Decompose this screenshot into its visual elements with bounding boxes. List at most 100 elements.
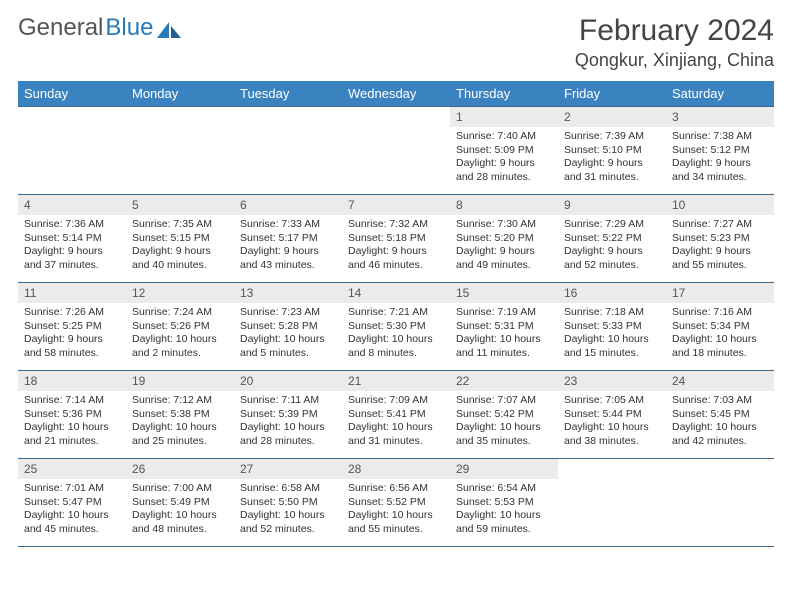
calendar-cell: 15Sunrise: 7:19 AMSunset: 5:31 PMDayligh… (450, 283, 558, 371)
sunset-text: Sunset: 5:34 PM (672, 320, 768, 334)
day-body: Sunrise: 7:38 AMSunset: 5:12 PMDaylight:… (666, 127, 774, 190)
calendar-cell: 26Sunrise: 7:00 AMSunset: 5:49 PMDayligh… (126, 459, 234, 547)
sunset-text: Sunset: 5:53 PM (456, 496, 552, 510)
calendar-cell: 5Sunrise: 7:35 AMSunset: 5:15 PMDaylight… (126, 195, 234, 283)
day-body: Sunrise: 7:18 AMSunset: 5:33 PMDaylight:… (558, 303, 666, 366)
calendar-cell (342, 107, 450, 195)
day-body: Sunrise: 6:58 AMSunset: 5:50 PMDaylight:… (234, 479, 342, 542)
sunset-text: Sunset: 5:14 PM (24, 232, 120, 246)
daylight-text: Daylight: 10 hours and 59 minutes. (456, 509, 552, 536)
sunset-text: Sunset: 5:33 PM (564, 320, 660, 334)
sunset-text: Sunset: 5:49 PM (132, 496, 228, 510)
calendar-table: Sunday Monday Tuesday Wednesday Thursday… (18, 81, 774, 547)
calendar-cell (234, 107, 342, 195)
day-body: Sunrise: 7:07 AMSunset: 5:42 PMDaylight:… (450, 391, 558, 454)
day-body: Sunrise: 7:30 AMSunset: 5:20 PMDaylight:… (450, 215, 558, 278)
calendar-cell: 23Sunrise: 7:05 AMSunset: 5:44 PMDayligh… (558, 371, 666, 459)
day-number: 26 (126, 459, 234, 479)
sunset-text: Sunset: 5:15 PM (132, 232, 228, 246)
calendar-cell: 22Sunrise: 7:07 AMSunset: 5:42 PMDayligh… (450, 371, 558, 459)
day-number: 19 (126, 371, 234, 391)
sunrise-text: Sunrise: 7:00 AM (132, 482, 228, 496)
calendar-cell: 6Sunrise: 7:33 AMSunset: 5:17 PMDaylight… (234, 195, 342, 283)
daylight-text: Daylight: 10 hours and 38 minutes. (564, 421, 660, 448)
sunset-text: Sunset: 5:18 PM (348, 232, 444, 246)
day-body: Sunrise: 7:32 AMSunset: 5:18 PMDaylight:… (342, 215, 450, 278)
calendar-cell: 27Sunrise: 6:58 AMSunset: 5:50 PMDayligh… (234, 459, 342, 547)
sunrise-text: Sunrise: 7:24 AM (132, 306, 228, 320)
calendar-cell: 14Sunrise: 7:21 AMSunset: 5:30 PMDayligh… (342, 283, 450, 371)
day-body: Sunrise: 7:21 AMSunset: 5:30 PMDaylight:… (342, 303, 450, 366)
calendar-cell: 3Sunrise: 7:38 AMSunset: 5:12 PMDaylight… (666, 107, 774, 195)
sunset-text: Sunset: 5:39 PM (240, 408, 336, 422)
sunset-text: Sunset: 5:38 PM (132, 408, 228, 422)
daylight-text: Daylight: 10 hours and 18 minutes. (672, 333, 768, 360)
sunrise-text: Sunrise: 7:11 AM (240, 394, 336, 408)
day-body: Sunrise: 7:14 AMSunset: 5:36 PMDaylight:… (18, 391, 126, 454)
daylight-text: Daylight: 10 hours and 35 minutes. (456, 421, 552, 448)
day-body: Sunrise: 6:54 AMSunset: 5:53 PMDaylight:… (450, 479, 558, 542)
calendar-cell: 20Sunrise: 7:11 AMSunset: 5:39 PMDayligh… (234, 371, 342, 459)
day-number: 9 (558, 195, 666, 215)
day-body: Sunrise: 7:03 AMSunset: 5:45 PMDaylight:… (666, 391, 774, 454)
sunset-text: Sunset: 5:45 PM (672, 408, 768, 422)
day-body: Sunrise: 7:01 AMSunset: 5:47 PMDaylight:… (18, 479, 126, 542)
day-number: 16 (558, 283, 666, 303)
sunset-text: Sunset: 5:17 PM (240, 232, 336, 246)
day-number: 29 (450, 459, 558, 479)
daylight-text: Daylight: 9 hours and 34 minutes. (672, 157, 768, 184)
daylight-text: Daylight: 9 hours and 37 minutes. (24, 245, 120, 272)
day-body: Sunrise: 7:29 AMSunset: 5:22 PMDaylight:… (558, 215, 666, 278)
calendar-cell: 29Sunrise: 6:54 AMSunset: 5:53 PMDayligh… (450, 459, 558, 547)
day-body: Sunrise: 7:16 AMSunset: 5:34 PMDaylight:… (666, 303, 774, 366)
calendar-cell: 24Sunrise: 7:03 AMSunset: 5:45 PMDayligh… (666, 371, 774, 459)
calendar-cell: 7Sunrise: 7:32 AMSunset: 5:18 PMDaylight… (342, 195, 450, 283)
sunrise-text: Sunrise: 6:58 AM (240, 482, 336, 496)
calendar-cell: 19Sunrise: 7:12 AMSunset: 5:38 PMDayligh… (126, 371, 234, 459)
sunrise-text: Sunrise: 7:30 AM (456, 218, 552, 232)
sunrise-text: Sunrise: 6:54 AM (456, 482, 552, 496)
sunrise-text: Sunrise: 7:12 AM (132, 394, 228, 408)
daylight-text: Daylight: 10 hours and 25 minutes. (132, 421, 228, 448)
day-body: Sunrise: 7:11 AMSunset: 5:39 PMDaylight:… (234, 391, 342, 454)
daylight-text: Daylight: 9 hours and 52 minutes. (564, 245, 660, 272)
day-body: Sunrise: 7:12 AMSunset: 5:38 PMDaylight:… (126, 391, 234, 454)
sunset-text: Sunset: 5:10 PM (564, 144, 660, 158)
daylight-text: Daylight: 9 hours and 49 minutes. (456, 245, 552, 272)
logo-sail-icon (157, 20, 183, 40)
sunset-text: Sunset: 5:31 PM (456, 320, 552, 334)
location: Qongkur, Xinjiang, China (575, 50, 774, 71)
calendar-week-row: 4Sunrise: 7:36 AMSunset: 5:14 PMDaylight… (18, 195, 774, 283)
daylight-text: Daylight: 9 hours and 31 minutes. (564, 157, 660, 184)
daylight-text: Daylight: 10 hours and 31 minutes. (348, 421, 444, 448)
daylight-text: Daylight: 10 hours and 55 minutes. (348, 509, 444, 536)
daylight-text: Daylight: 9 hours and 43 minutes. (240, 245, 336, 272)
day-body: Sunrise: 7:00 AMSunset: 5:49 PMDaylight:… (126, 479, 234, 542)
daylight-text: Daylight: 10 hours and 11 minutes. (456, 333, 552, 360)
daylight-text: Daylight: 9 hours and 28 minutes. (456, 157, 552, 184)
sunset-text: Sunset: 5:42 PM (456, 408, 552, 422)
title-block: February 2024 Qongkur, Xinjiang, China (575, 14, 774, 71)
logo-text-blue: Blue (105, 14, 153, 42)
sunrise-text: Sunrise: 7:21 AM (348, 306, 444, 320)
sunrise-text: Sunrise: 7:36 AM (24, 218, 120, 232)
header: GeneralBlue February 2024 Qongkur, Xinji… (18, 14, 774, 71)
day-body: Sunrise: 7:09 AMSunset: 5:41 PMDaylight:… (342, 391, 450, 454)
day-number: 5 (126, 195, 234, 215)
sunset-text: Sunset: 5:25 PM (24, 320, 120, 334)
weekday-header: Saturday (666, 81, 774, 107)
sunrise-text: Sunrise: 7:40 AM (456, 130, 552, 144)
sunrise-text: Sunrise: 7:26 AM (24, 306, 120, 320)
calendar-cell: 18Sunrise: 7:14 AMSunset: 5:36 PMDayligh… (18, 371, 126, 459)
sunset-text: Sunset: 5:22 PM (564, 232, 660, 246)
month-title: February 2024 (575, 14, 774, 48)
day-number: 8 (450, 195, 558, 215)
sunrise-text: Sunrise: 7:19 AM (456, 306, 552, 320)
calendar-cell: 1Sunrise: 7:40 AMSunset: 5:09 PMDaylight… (450, 107, 558, 195)
day-number: 2 (558, 107, 666, 127)
calendar-cell: 17Sunrise: 7:16 AMSunset: 5:34 PMDayligh… (666, 283, 774, 371)
sunset-text: Sunset: 5:36 PM (24, 408, 120, 422)
day-body: Sunrise: 7:26 AMSunset: 5:25 PMDaylight:… (18, 303, 126, 366)
daylight-text: Daylight: 10 hours and 42 minutes. (672, 421, 768, 448)
sunset-text: Sunset: 5:44 PM (564, 408, 660, 422)
